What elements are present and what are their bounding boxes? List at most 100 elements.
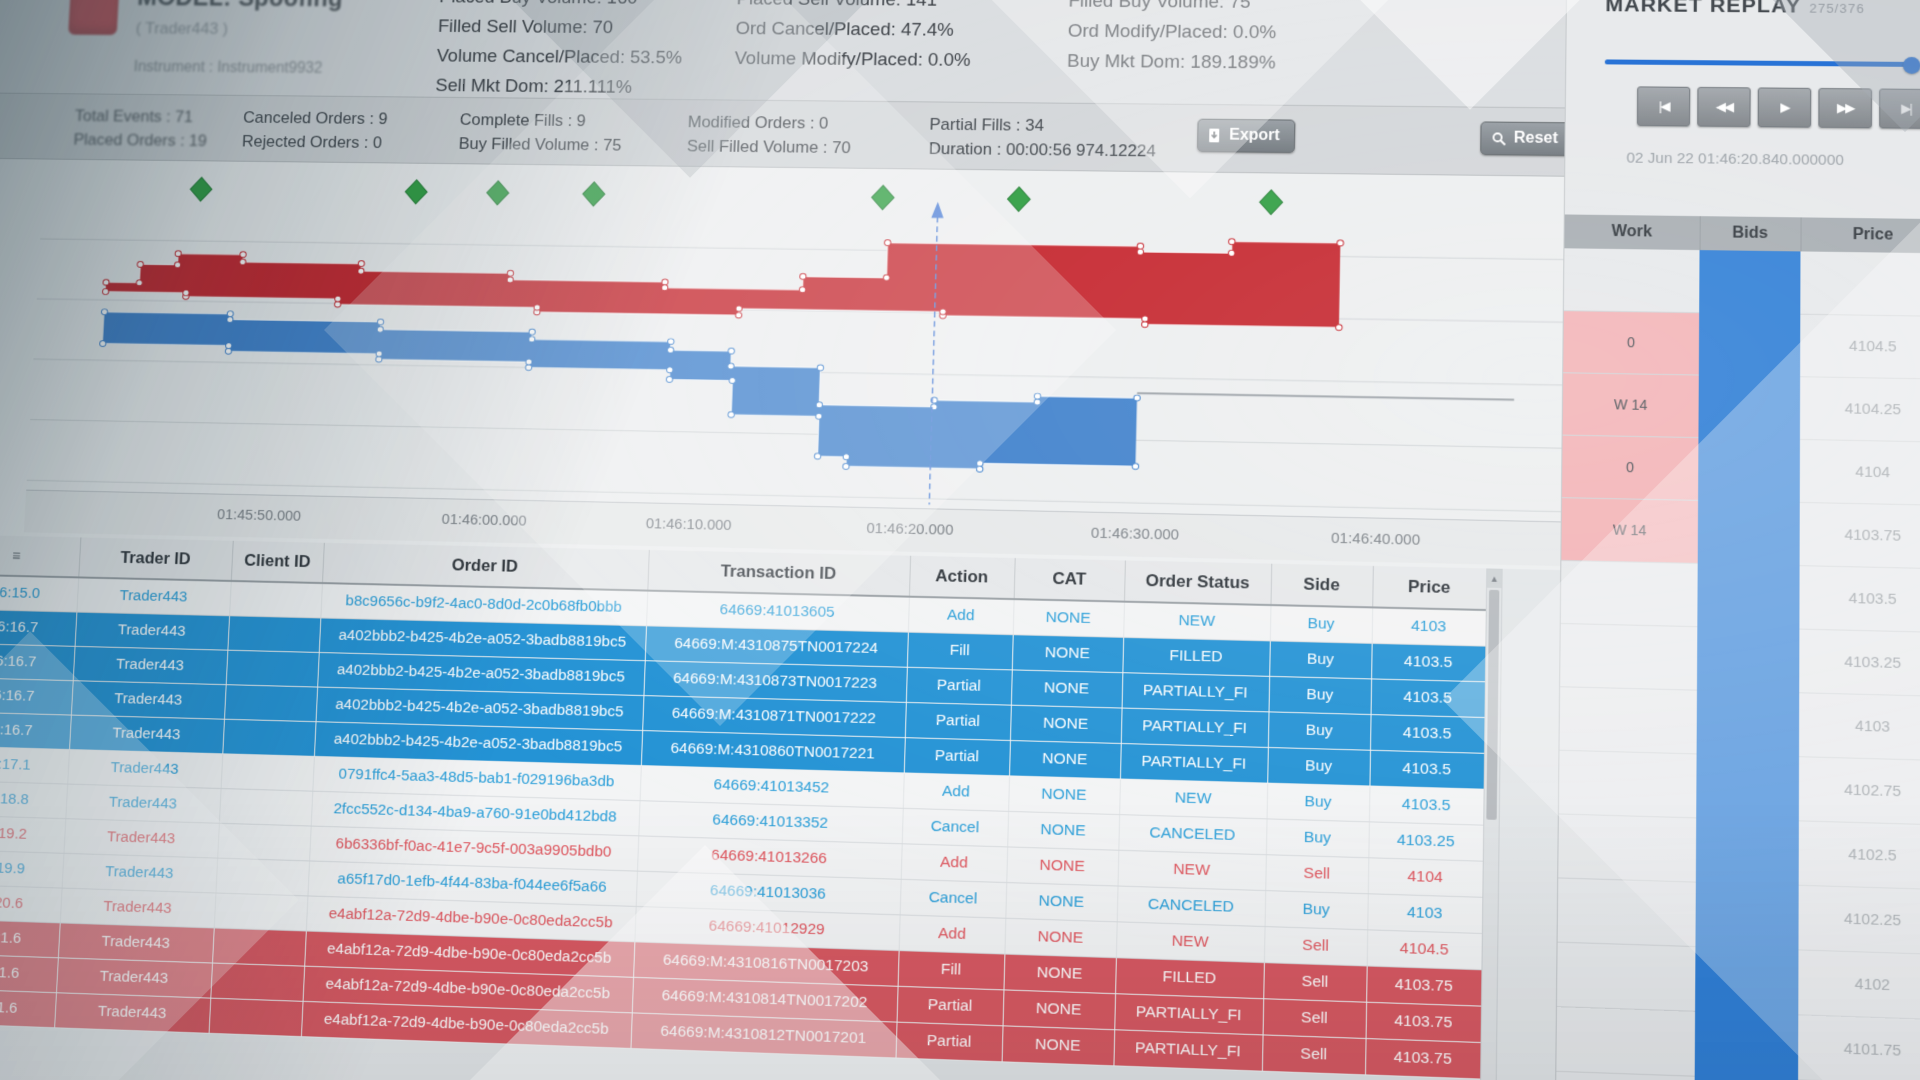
- cell-order-status: NEW: [1115, 921, 1265, 963]
- stat-line: Ord Modify/Placed: 0.0%: [1067, 21, 1277, 44]
- cell-trader-id: Trader443: [69, 714, 225, 754]
- summary-group: Canceled Orders : 9 Rejected Orders : 0: [241, 105, 388, 154]
- cell-time: 46:17.1: [0, 745, 70, 784]
- cell-side: Buy: [1266, 782, 1370, 822]
- price-step-chart: 01:45:50.000 01:46:00.000 01:46:10.000 01:4…: [0, 158, 1565, 571]
- cell-side: Sell: [1262, 998, 1367, 1038]
- stat-line: Filled Sell Volume: 70: [437, 16, 614, 38]
- export-button[interactable]: Export: [1196, 118, 1296, 154]
- col-side[interactable]: Side: [1270, 563, 1373, 608]
- cell-price: 4103: [1367, 893, 1483, 933]
- ladder-price-cell: 4102.5: [1798, 820, 1920, 890]
- cell-action: Add: [907, 596, 1014, 635]
- cell-client-id: [212, 927, 306, 966]
- playback-controls: |◀ ◀◀ ▶ ▶▶ ▶|: [1636, 86, 1920, 129]
- chart-canvas: [26, 167, 1564, 521]
- cell-order-status: NEW: [1117, 849, 1266, 891]
- stat-line: Filled Buy Volume: 75: [1068, 0, 1251, 13]
- ladder-bids-cell: [1694, 1010, 1799, 1080]
- cell-client-id: [217, 822, 311, 861]
- col-order-status[interactable]: Order Status: [1123, 560, 1272, 606]
- ladder-price-cell: 4103.5: [1799, 565, 1920, 633]
- cell-cat: NONE: [1005, 882, 1118, 922]
- summary-line: Modified Orders : 0: [687, 112, 829, 133]
- cell-client-id: [210, 962, 305, 1001]
- cell-client-id: [215, 857, 310, 896]
- col-action[interactable]: Action: [908, 555, 1015, 600]
- trader-subtitle: ( Trader443 ): [135, 19, 229, 38]
- cell-side: Sell: [1265, 854, 1369, 894]
- summary-line: Total Events : 71: [74, 106, 194, 126]
- cell-time: 46:18.8: [0, 779, 68, 819]
- cell-order-status: CANCELED: [1116, 885, 1266, 927]
- ladder-bids-cell: [1695, 946, 1799, 1015]
- replay-timestamp: 02 Jun 22 01:46:20.840.000000: [1626, 149, 1844, 169]
- cell-client-id: [220, 753, 314, 791]
- cell-cat: NONE: [1004, 917, 1117, 958]
- playback-button[interactable]: ▶▶: [1818, 87, 1872, 129]
- ladder-col-bids: Bids: [1699, 216, 1801, 252]
- cell-trader-id: Trader443: [63, 818, 219, 858]
- ladder-col-work: Work: [1564, 214, 1700, 251]
- col-cat[interactable]: CAT: [1013, 558, 1125, 602]
- cell-side: Buy: [1265, 818, 1369, 858]
- cell-price: 4103.75: [1364, 1037, 1481, 1079]
- cell-time: 46:16.7: [0, 608, 77, 646]
- stats-column-a: Placed Buy Volume: 160Filled Sell Volume…: [435, 0, 685, 103]
- cell-order-status: PARTIALLY_FI: [1120, 707, 1269, 747]
- stats-column-b: Placed Sell Volume: 141Ord Cancel/Placed…: [734, 0, 972, 76]
- ladder-work-cell: [1560, 559, 1698, 627]
- reset-button[interactable]: Reset: [1480, 121, 1574, 157]
- cell-time: 46:21.6: [0, 918, 60, 958]
- ladder-work-cell: [1558, 749, 1697, 818]
- ladder-bids-cell: [1697, 499, 1800, 566]
- cell-cat: NONE: [1011, 634, 1124, 673]
- col-client-id[interactable]: Client ID: [230, 540, 324, 584]
- playback-button[interactable]: |◀: [1636, 86, 1691, 127]
- scrollbar-thumb[interactable]: [1486, 589, 1500, 820]
- col-trader-id[interactable]: Trader ID: [78, 537, 233, 581]
- cell-action: Add: [900, 843, 1008, 883]
- summary-group: Partial Fills : 34 Duration : 00:00:56 9…: [928, 112, 1156, 163]
- col-price[interactable]: Price: [1372, 565, 1487, 611]
- ladder-bids-cell: [1696, 626, 1800, 693]
- cell-client-id: [208, 997, 303, 1037]
- replay-slider[interactable]: [1604, 55, 1920, 74]
- ladder-row: 4101.75 30: [1556, 1006, 1920, 1080]
- magnifier-icon: [1491, 131, 1506, 146]
- instrument-label: Instrument : Instrument9932: [133, 58, 323, 77]
- time-tick-label: 01:46:30.000: [1090, 524, 1180, 544]
- ladder-price-cell: 4102.75: [1798, 756, 1920, 825]
- cell-time: 46:20.6: [0, 883, 62, 923]
- time-tick-label: 01:46:10.000: [645, 515, 732, 534]
- playback-button[interactable]: ▶: [1757, 87, 1812, 128]
- cell-order-status: CANCELED: [1118, 814, 1267, 855]
- ladder-row: W 14 4104.25: [1562, 372, 1920, 443]
- cell-order-status: NEW: [1123, 601, 1271, 641]
- playback-button[interactable]: ▶|: [1879, 88, 1920, 129]
- ladder-price-cell: [1800, 251, 1920, 316]
- filter-icon[interactable]: ▼: [0, 551, 1, 563]
- stat-line: Volume Modify/Placed: 0.0%: [734, 48, 971, 71]
- ladder-bids-cell: [1696, 753, 1800, 821]
- cell-trader-id: Trader443: [72, 645, 228, 685]
- slider-knob[interactable]: [1902, 56, 1920, 74]
- cell-action: Fill: [906, 631, 1013, 670]
- depth-ladder: Work Bids Price: [1555, 214, 1920, 1080]
- cell-cat: NONE: [1008, 775, 1120, 815]
- cell-price: 4103: [1371, 607, 1486, 646]
- table-corner[interactable]: ing ▼ ≡: [0, 534, 81, 578]
- cell-side: Sell: [1263, 926, 1368, 966]
- playback-button[interactable]: ◀◀: [1697, 86, 1751, 128]
- summary-group: Modified Orders : 0 Sell Filled Volume :…: [687, 110, 852, 160]
- ladder-work-cell: 0: [1563, 310, 1700, 375]
- scroll-up-icon[interactable]: ▲: [1487, 569, 1502, 589]
- col-transaction-id[interactable]: Transaction ID: [647, 549, 911, 597]
- menu-icon[interactable]: ≡: [11, 547, 22, 564]
- cell-price: 4103.5: [1369, 749, 1485, 789]
- cell-action: Cancel: [899, 878, 1007, 918]
- stat-line: Volume Cancel/Placed: 53.5%: [436, 46, 683, 69]
- ladder-work-cell: [1559, 686, 1697, 754]
- ladder-work-cell: [1560, 622, 1698, 690]
- events-table: ing ▼ ≡ Trader ID Client ID Order ID Tra…: [0, 534, 1487, 1079]
